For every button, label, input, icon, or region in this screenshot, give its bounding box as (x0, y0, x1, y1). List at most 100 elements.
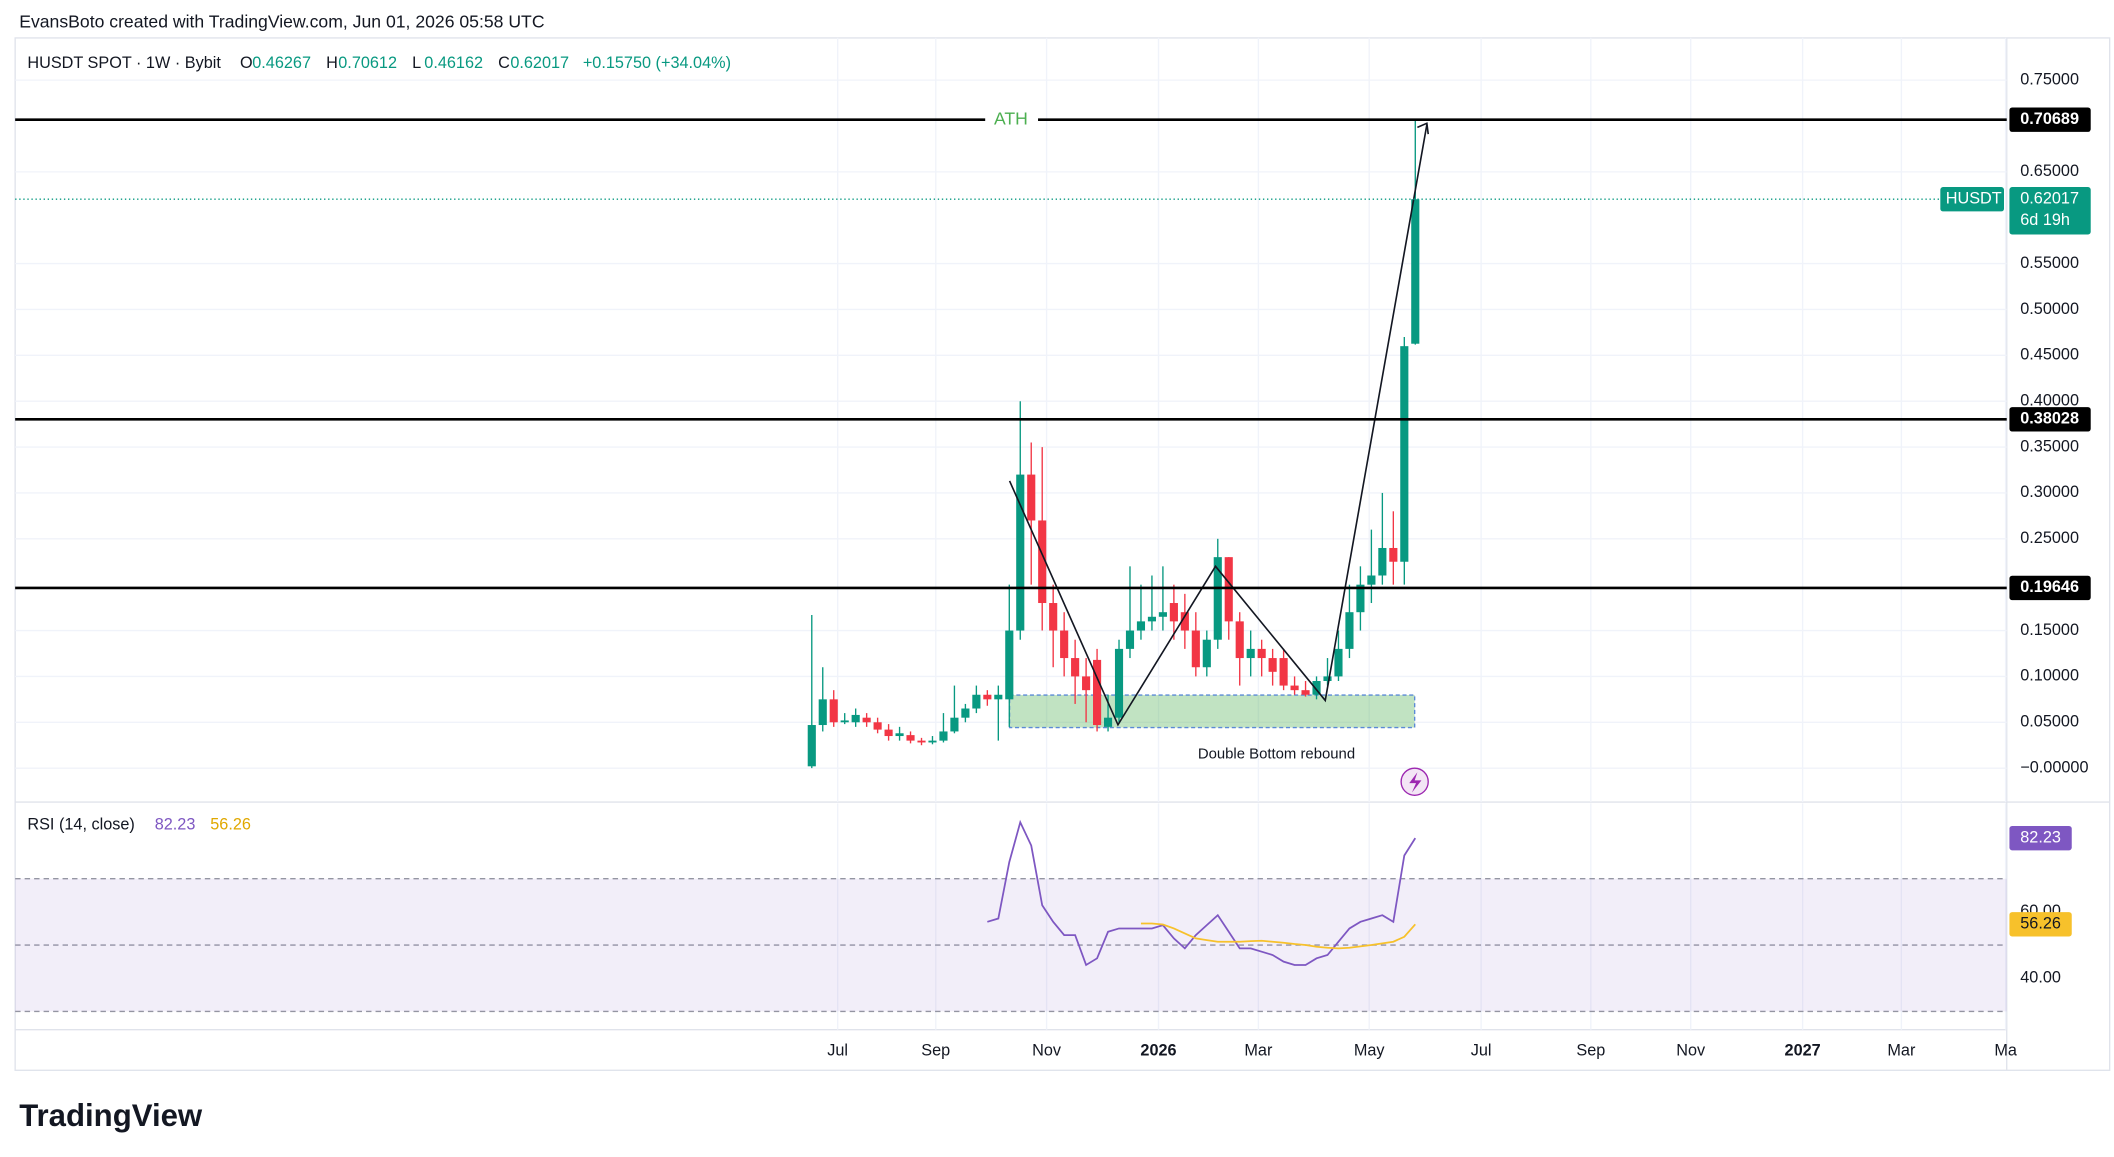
candle-body (1103, 717, 1113, 727)
ohlc-key: C (498, 54, 510, 72)
y-tick-label: 40.00 (2020, 969, 2061, 987)
candle-body (950, 717, 959, 732)
candle-body (1356, 584, 1365, 613)
price-tag (2009, 187, 2091, 235)
rsi-value: 82.23 (155, 815, 196, 833)
y-tick-label: 0.30000 (2020, 483, 2079, 501)
y-tick-label: 0.50000 (2020, 300, 2079, 318)
candle-body (1301, 690, 1310, 695)
x-tick-label: Sep (1576, 1042, 1605, 1060)
y-tick-label: 0.10000 (2020, 667, 2079, 685)
grid (15, 37, 2007, 1030)
candle-body (1367, 575, 1376, 585)
candle-body (1400, 346, 1409, 562)
candle-body (1334, 648, 1343, 677)
candle-body (1202, 639, 1211, 668)
candle-body (1016, 474, 1025, 631)
rsi-title: RSI (14, close) (27, 815, 134, 833)
candle-body (928, 740, 937, 743)
x-tick-label: Mar (1244, 1042, 1273, 1060)
level-tag (2009, 107, 2091, 132)
ohlc-key: H (326, 54, 338, 72)
candle-body (862, 717, 871, 723)
candle-body (851, 714, 860, 723)
price-tag-label: 0.62017 (2020, 190, 2079, 208)
x-tick-label: Jul (827, 1042, 848, 1060)
candle-body (818, 699, 827, 726)
candle-body (1093, 659, 1102, 726)
ohlc-key: O (240, 54, 253, 72)
candle-body (1169, 603, 1178, 622)
candle-body (1235, 621, 1244, 659)
logo: TradingView (19, 1098, 203, 1133)
y-tick-label: 0.25000 (2020, 529, 2079, 547)
chart-frame (14, 37, 2111, 1071)
value-tag (2009, 912, 2072, 937)
x-tick-label: Nov (1032, 1042, 1062, 1060)
candle-body (1191, 630, 1200, 668)
candle-body (1136, 621, 1146, 631)
y-tick-label: 0.15000 (2020, 621, 2079, 639)
x-tick-label: Mar (1887, 1042, 1916, 1060)
candle-body (994, 694, 1003, 700)
candle-body (1060, 630, 1069, 659)
level-tag-label: 0.38028 (2020, 410, 2079, 428)
candle-body (1071, 658, 1080, 677)
x-tick-label: Sep (921, 1042, 950, 1060)
candle-body (1158, 612, 1167, 617)
candle-body (829, 699, 838, 723)
annotation: Double Bottom rebound (1198, 747, 1355, 763)
candle-body (917, 740, 926, 743)
candle-body (1038, 520, 1047, 604)
value-tag-label: 82.23 (2020, 828, 2061, 846)
candle-body (1180, 612, 1189, 631)
level-tag (2009, 575, 2091, 601)
candle-body (1257, 648, 1266, 659)
y-tick-label: 0.35000 (2020, 437, 2079, 455)
ohlc-value: 0.62017 (510, 54, 569, 72)
y-tick-label: 0.45000 (2020, 346, 2079, 364)
candle-body (1378, 547, 1387, 576)
x-tick-label: May (1354, 1042, 1386, 1060)
ma-value: 56.26 (210, 815, 251, 833)
level-annotation: ATH (994, 108, 1028, 128)
ohlc-key: L (412, 54, 421, 72)
candle-body (1147, 616, 1157, 622)
x-tick-label: 2026 (1140, 1042, 1176, 1060)
ohlc-value: 0.70612 (338, 54, 397, 72)
candle-body (895, 733, 904, 737)
value-tag (2009, 825, 2072, 851)
candle-body (1082, 676, 1091, 691)
candle-body (939, 731, 948, 741)
symbol: HUSDT SPOT · 1W · Bybit (27, 54, 221, 72)
candle-body (1125, 630, 1135, 649)
candle-body (1246, 648, 1255, 659)
candle-body (807, 725, 816, 767)
arrow-head (1417, 122, 1430, 135)
candle-body (1411, 199, 1420, 344)
x-tick-label: Ma (1994, 1042, 2018, 1060)
candle-body (1268, 658, 1277, 672)
rsi-line (987, 819, 1417, 967)
level-tag (2009, 407, 2091, 432)
y-tick-label: 0.05000 (2020, 713, 2079, 731)
candle-body (1279, 658, 1288, 686)
symbol-tag (1940, 187, 2005, 212)
candle-body (1114, 648, 1124, 718)
ohlc-value: 0.46267 (252, 54, 311, 72)
y-tick-label: 0.65000 (2020, 162, 2079, 180)
candle-body (873, 722, 882, 730)
candle-body (840, 720, 849, 723)
credit: EvansBoto created with TradingView.com, … (19, 12, 545, 32)
x-tick-label: 2027 (1785, 1042, 1821, 1060)
candle-body (906, 735, 915, 741)
level-tag-label: 0.70689 (2020, 110, 2079, 128)
demand-zone (1008, 694, 1416, 729)
x-tick-label: Nov (1676, 1042, 1706, 1060)
candle-body (1389, 547, 1398, 562)
candle-body (1323, 676, 1332, 681)
rsi-line (1140, 922, 1416, 950)
y-tick-label: 0.75000 (2020, 70, 2079, 88)
rsi-band (15, 878, 2007, 1012)
candle-body (1345, 612, 1354, 649)
